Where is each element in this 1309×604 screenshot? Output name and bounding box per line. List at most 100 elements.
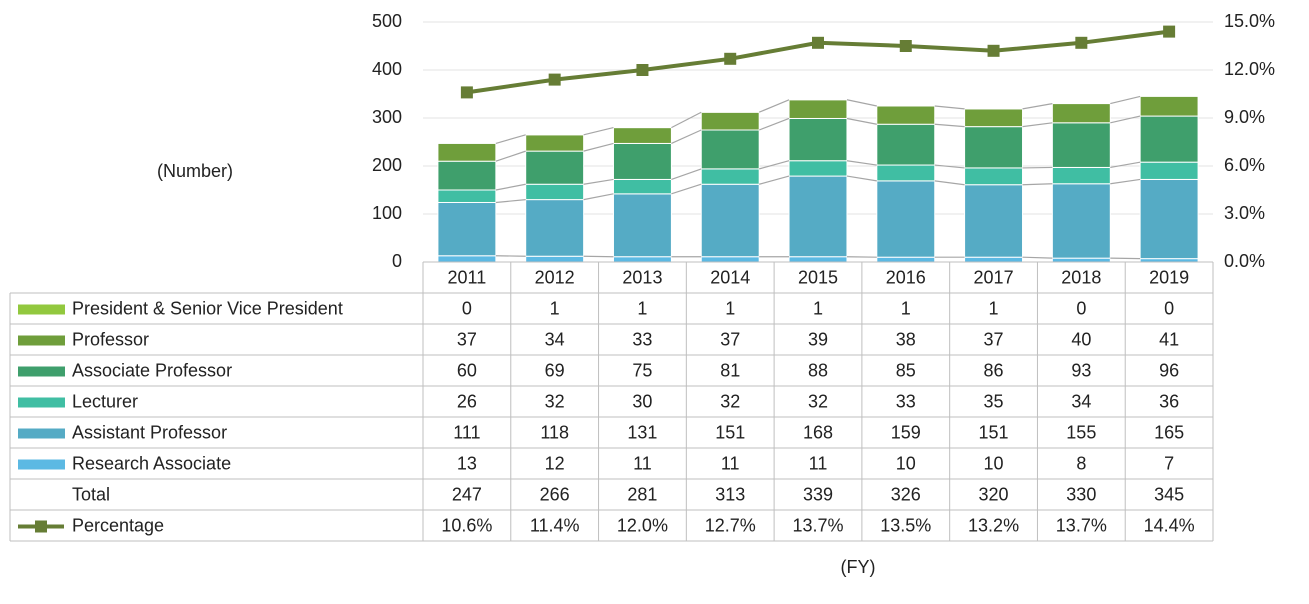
bar-segment bbox=[437, 160, 497, 191]
series-connector bbox=[758, 99, 790, 113]
bar-segment bbox=[1139, 161, 1199, 180]
x-tick-label: 2019 bbox=[1149, 267, 1189, 287]
bar-segment bbox=[525, 199, 585, 257]
series-connector bbox=[934, 180, 965, 186]
table-cell: 151 bbox=[979, 422, 1009, 442]
x-tick-label: 2015 bbox=[798, 267, 838, 287]
y-tick-label: 400 bbox=[372, 59, 402, 79]
line-marker bbox=[724, 52, 737, 65]
table-cell: 0 bbox=[1076, 298, 1086, 318]
series-connector bbox=[1022, 183, 1053, 186]
x-tick-label: 2016 bbox=[886, 267, 926, 287]
y-tick-label: 100 bbox=[372, 203, 402, 223]
legend-swatch bbox=[18, 459, 65, 470]
table-cell: 30 bbox=[632, 391, 652, 411]
line-marker bbox=[548, 73, 561, 86]
y2-tick-label: 12.0% bbox=[1224, 59, 1275, 79]
series-connector bbox=[1022, 256, 1053, 259]
series-connector bbox=[1022, 122, 1053, 128]
bar-segment bbox=[876, 123, 936, 166]
table-cell: 13.7% bbox=[1056, 515, 1107, 535]
table-cell: 37 bbox=[984, 329, 1004, 349]
series-connector bbox=[759, 175, 790, 185]
legend-swatch bbox=[18, 335, 65, 346]
y2-tick-label: 15.0% bbox=[1224, 11, 1275, 31]
y2-tick-label: 3.0% bbox=[1224, 203, 1265, 223]
table-cell: 247 bbox=[452, 484, 482, 504]
series-connector bbox=[846, 99, 877, 107]
series-connector bbox=[934, 123, 965, 128]
bar-segment bbox=[612, 193, 672, 258]
y-tick-label: 300 bbox=[372, 107, 402, 127]
series-connector bbox=[583, 142, 614, 152]
bar-segment bbox=[1139, 258, 1199, 263]
bar-segment bbox=[525, 150, 585, 185]
table-cell: 33 bbox=[632, 329, 652, 349]
table-cell: 35 bbox=[984, 391, 1004, 411]
bar-segment bbox=[964, 167, 1024, 186]
table-cell: 168 bbox=[803, 422, 833, 442]
table-cell: 41 bbox=[1159, 329, 1179, 349]
series-connector bbox=[583, 178, 614, 185]
bar-segment bbox=[525, 134, 585, 152]
table-cell: 69 bbox=[545, 360, 565, 380]
bar-segment bbox=[437, 201, 497, 257]
bar-segment bbox=[700, 168, 760, 185]
line-marker bbox=[460, 86, 473, 99]
table-cell: 86 bbox=[984, 360, 1004, 380]
series-connector bbox=[1110, 95, 1141, 105]
bar-segment bbox=[876, 256, 936, 263]
x-tick-label: 2014 bbox=[710, 267, 750, 287]
bar-segment bbox=[1051, 103, 1111, 124]
series-connector bbox=[495, 150, 526, 162]
table-cell: 85 bbox=[896, 360, 916, 380]
table-cell: 13.7% bbox=[792, 515, 843, 535]
line-marker bbox=[899, 40, 912, 52]
bar-segment bbox=[525, 255, 585, 263]
legend-label: Associate Professor bbox=[72, 360, 232, 380]
table-cell: 131 bbox=[627, 422, 657, 442]
table-cell: 266 bbox=[540, 484, 570, 504]
table-cell: 1 bbox=[989, 298, 999, 318]
table-cell: 37 bbox=[457, 329, 477, 349]
table-cell: 313 bbox=[715, 484, 745, 504]
series-connector bbox=[495, 183, 526, 191]
legend-swatch bbox=[18, 397, 65, 408]
table-cell: 12.0% bbox=[617, 515, 668, 535]
line-marker bbox=[987, 44, 1000, 57]
bar-segment bbox=[1051, 257, 1111, 263]
table-cell: 326 bbox=[891, 484, 921, 504]
series-connector bbox=[934, 164, 965, 169]
x-tick-label: 2017 bbox=[974, 267, 1014, 287]
table-cell: 13.5% bbox=[880, 515, 931, 535]
series-connector bbox=[846, 117, 877, 125]
bar-segment bbox=[788, 160, 848, 177]
table-cell: 12.7% bbox=[705, 515, 756, 535]
table-cell: 32 bbox=[720, 391, 740, 411]
series-connector bbox=[671, 183, 702, 195]
table-cell: 1 bbox=[901, 298, 911, 318]
bar-segment bbox=[612, 127, 672, 144]
table-cell: 32 bbox=[808, 391, 828, 411]
table-cell: 13 bbox=[457, 453, 477, 473]
y-axis-label: (Number) bbox=[157, 161, 233, 181]
bar-segment bbox=[964, 184, 1024, 258]
x-tick-label: 2013 bbox=[622, 267, 662, 287]
x-tick-label: 2012 bbox=[535, 267, 575, 287]
legend-label: Lecturer bbox=[72, 391, 138, 411]
legend-label: Research Associate bbox=[72, 453, 231, 473]
table-cell: 10 bbox=[896, 453, 916, 473]
table-cell: 345 bbox=[1154, 484, 1184, 504]
table-cell: 93 bbox=[1071, 360, 1091, 380]
series-connector bbox=[1110, 115, 1141, 124]
table-cell: 26 bbox=[457, 391, 477, 411]
legend-label: Professor bbox=[72, 329, 149, 349]
y-tick-label: 500 bbox=[372, 11, 402, 31]
bar-segment bbox=[700, 183, 760, 258]
table-cell: 7 bbox=[1164, 453, 1174, 473]
table-cell: 1 bbox=[813, 298, 823, 318]
series-connector bbox=[846, 160, 877, 166]
table-cell: 151 bbox=[715, 422, 745, 442]
table-cell: 13.2% bbox=[968, 515, 1019, 535]
legend-swatch bbox=[18, 428, 65, 439]
